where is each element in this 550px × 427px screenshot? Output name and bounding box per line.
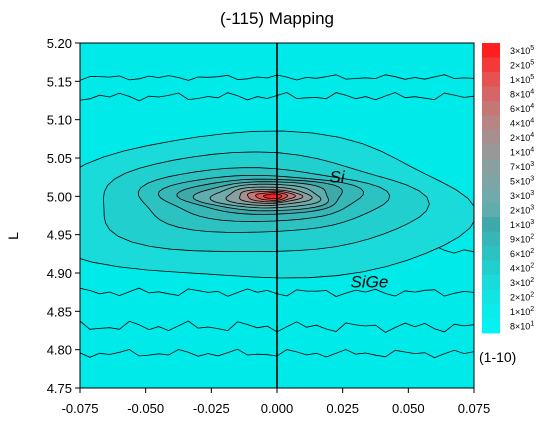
x-tick-label: -0.075 [62, 401, 99, 416]
colorbar-tick-label: 3×103 [510, 190, 534, 201]
y-tick-label: 5.15 [47, 74, 72, 89]
colorbar: 3×105 2×105 1×105 8×104 6×104 4×104 2×104 1×104… [482, 43, 534, 334]
y-tick-label: 4.75 [47, 381, 72, 396]
x-tick-label: -0.025 [193, 401, 230, 416]
colorbar-tick-label: 2×105 [510, 59, 534, 70]
y-tick-label: 5.10 [47, 113, 72, 128]
x-tick-label: 0.000 [261, 401, 294, 416]
annotation-label: Si [330, 168, 346, 187]
colorbar-tick-label: 4×104 [510, 117, 534, 128]
colorbar-tick-label: 8×101 [510, 320, 534, 331]
colorbar-swatch [482, 217, 500, 232]
annotation-label: SiGe [351, 273, 389, 292]
contour-level [263, 193, 283, 199]
colorbar-swatch [482, 289, 500, 305]
colorbar-swatch [482, 318, 500, 334]
colorbar-tick-label: 7×103 [510, 161, 534, 172]
colorbar-swatch [482, 260, 500, 276]
colorbar-swatch [482, 57, 500, 73]
colorbar-swatch [482, 275, 500, 290]
colorbar-swatch [482, 130, 500, 145]
colorbar-tick-label: 8×104 [510, 88, 534, 99]
colorbar-tick-label: 9×102 [510, 233, 534, 244]
colorbar-swatch [482, 173, 500, 189]
colorbar-swatch [482, 72, 500, 87]
colorbar-tick-label: 3×102 [510, 277, 534, 288]
colorbar-swatch [482, 159, 500, 174]
colorbar-tick-label: 4×102 [510, 262, 534, 273]
colorbar-swatch [482, 188, 500, 203]
y-tick-label: 4.85 [47, 304, 72, 319]
y-tick-label: 5.05 [47, 151, 72, 166]
y-axis-label: L [5, 232, 21, 240]
x-axis: -0.075 -0.050 -0.025 0.000 0.025 0.050 0.075 [62, 388, 491, 416]
colorbar-tick-label: 2×103 [510, 204, 534, 215]
y-tick-label: 4.95 [47, 228, 72, 243]
y-axis: 4.75 4.80 4.85 4.90 4.95 5.00 5.05 5.10 5.15 5.20 [47, 36, 80, 396]
colorbar-tick-label: 1×102 [510, 306, 534, 317]
colorbar-swatch [482, 86, 500, 102]
colorbar-swatch [482, 246, 500, 261]
y-tick-label: 4.90 [47, 266, 72, 281]
x-tick-label: 0.050 [392, 401, 425, 416]
colorbar-tick-label: 1×103 [510, 219, 534, 230]
x-tick-label: 0.025 [326, 401, 359, 416]
annotation-group: Si SiGe [330, 168, 389, 292]
colorbar-tick-label: 6×104 [510, 103, 534, 114]
colorbar-swatch [482, 304, 500, 319]
colorbar-swatch [482, 101, 500, 116]
x-tick-label: -0.050 [127, 401, 164, 416]
colorbar-tick-label: 1×104 [510, 146, 534, 157]
colorbar-swatch [482, 115, 500, 131]
colorbar-tick-label: 6×102 [510, 248, 534, 259]
colorbar-tick-label: 3×105 [510, 45, 534, 56]
y-tick-label: 5.00 [47, 189, 72, 204]
colorbar-axis-label: (1-10) [479, 349, 516, 365]
colorbar-swatch [482, 144, 500, 160]
chart-title: (-115) Mapping [220, 9, 334, 28]
colorbar-tick-label: 2×104 [510, 132, 534, 143]
plot-area [80, 43, 474, 388]
colorbar-swatch [482, 43, 500, 58]
y-tick-label: 4.80 [47, 343, 72, 358]
colorbar-tick-label: 2×102 [510, 291, 534, 302]
colorbar-tick-label: 1×105 [510, 74, 534, 85]
colorbar-swatch [482, 202, 500, 218]
x-tick-label: 0.075 [458, 401, 491, 416]
colorbar-tick-label: 5×103 [510, 175, 534, 186]
colorbar-swatch [482, 231, 500, 247]
y-tick-label: 5.20 [47, 36, 72, 51]
